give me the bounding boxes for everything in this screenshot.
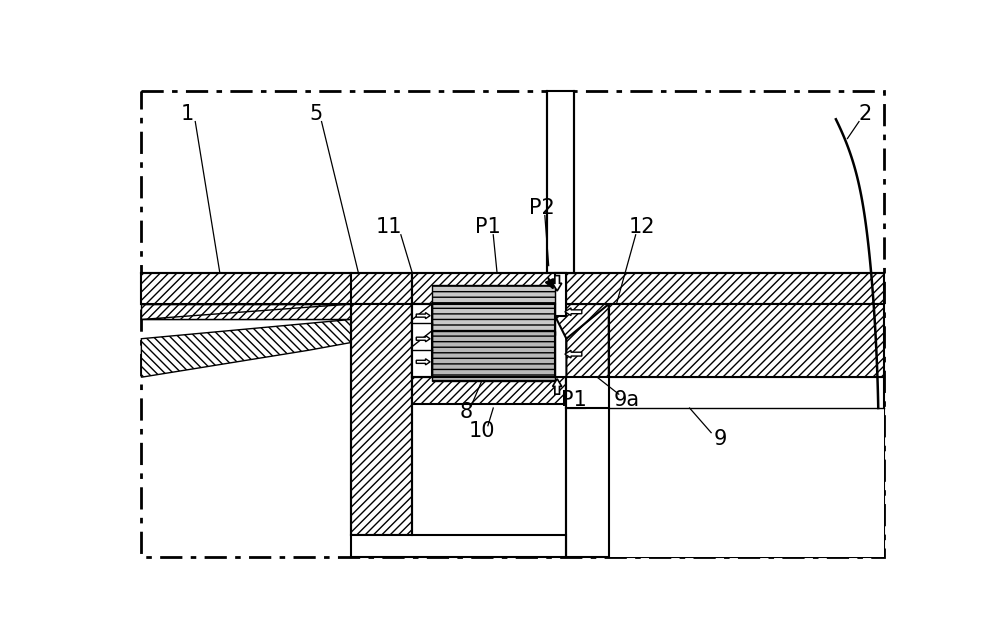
Bar <box>412 304 432 377</box>
Polygon shape <box>566 377 884 556</box>
Polygon shape <box>416 359 430 365</box>
Polygon shape <box>609 304 884 377</box>
Bar <box>609 304 884 377</box>
Bar <box>412 273 566 304</box>
Bar <box>351 535 566 556</box>
Polygon shape <box>141 304 351 319</box>
Bar <box>351 304 412 535</box>
Polygon shape <box>566 304 609 408</box>
Polygon shape <box>141 304 351 319</box>
Text: 2: 2 <box>859 104 872 124</box>
Text: 8: 8 <box>460 402 473 422</box>
Polygon shape <box>565 350 582 358</box>
Bar <box>566 377 609 408</box>
Text: 10: 10 <box>468 421 495 441</box>
Polygon shape <box>553 276 562 291</box>
Polygon shape <box>416 313 430 319</box>
Bar <box>432 331 555 381</box>
Polygon shape <box>141 319 351 377</box>
Polygon shape <box>565 308 582 315</box>
Polygon shape <box>555 304 609 338</box>
Polygon shape <box>566 273 884 304</box>
Text: 12: 12 <box>629 217 655 237</box>
Text: 9: 9 <box>714 429 727 449</box>
Bar <box>555 273 566 315</box>
Polygon shape <box>416 336 430 342</box>
Polygon shape <box>553 379 562 394</box>
Bar <box>432 285 555 335</box>
Text: P2: P2 <box>529 198 555 218</box>
Polygon shape <box>566 304 884 377</box>
Text: P1: P1 <box>475 217 501 237</box>
Text: 9a: 9a <box>613 390 640 410</box>
Text: 11: 11 <box>376 217 403 237</box>
Text: 5: 5 <box>310 104 323 124</box>
Polygon shape <box>141 273 412 304</box>
Bar <box>609 408 884 556</box>
Bar <box>547 91 574 273</box>
Text: 1: 1 <box>181 104 194 124</box>
Text: P1: P1 <box>561 390 587 410</box>
Bar <box>412 377 566 404</box>
